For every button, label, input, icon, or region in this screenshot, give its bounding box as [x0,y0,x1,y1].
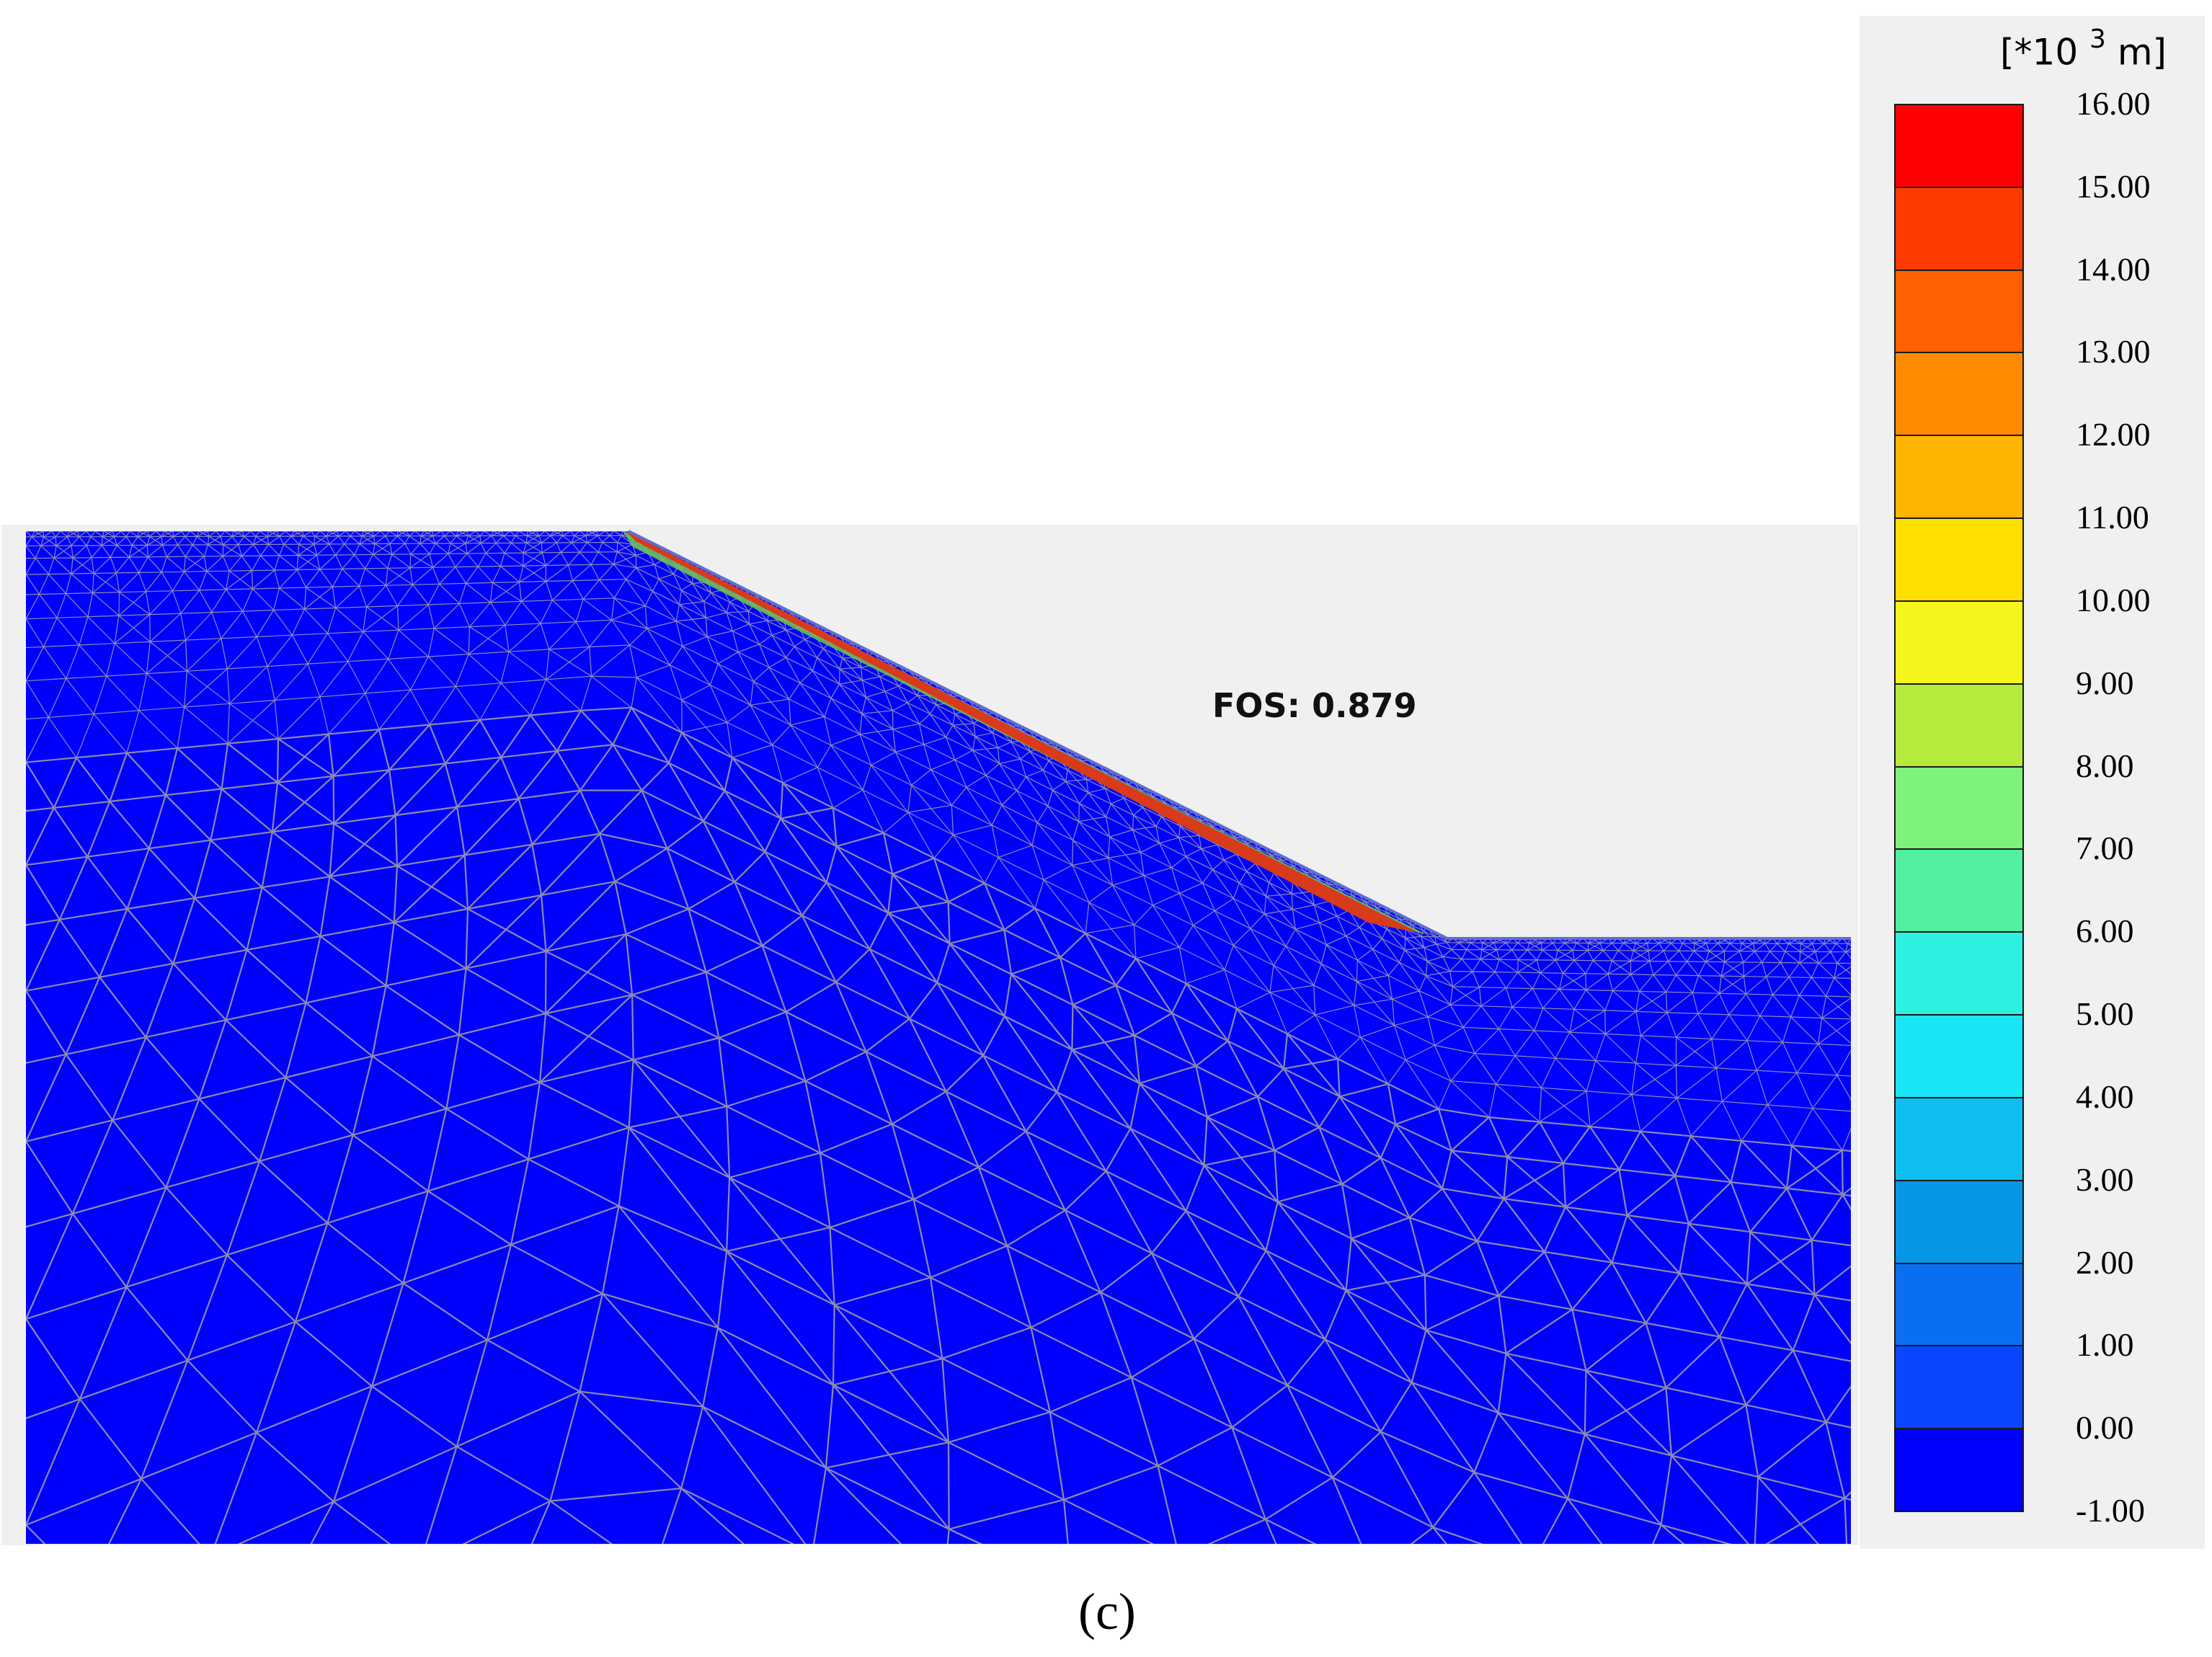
legend-tick-label: 7.00 [2076,830,2134,867]
legend-tick-label: 4.00 [2076,1078,2134,1115]
legend-tick-label: 10.00 [2076,581,2151,618]
legend-swatch [1894,1179,2024,1264]
legend-tick-label: 15.00 [2076,167,2151,205]
legend-unit-suffix: m] [2105,31,2167,74]
legend-swatch [1894,683,2024,768]
legend-swatch [1894,186,2024,271]
mesh-layer [1,525,1858,1545]
legend-swatch [1894,435,2024,520]
legend-swatch [1894,1014,2024,1098]
ground-surface-line [628,530,1851,940]
legend-swatch [1894,765,2024,850]
legend-unit-prefix: [*10 [2000,31,2079,74]
figure-caption: (c) [1078,1583,1136,1640]
color-scale-bar [1894,104,2024,1512]
legend-tick-label: 13.00 [2076,333,2151,370]
shear-band-core [626,531,1418,933]
legend-tick-label: 11.00 [2076,499,2149,536]
legend-tick-label: 5.00 [2076,995,2134,1033]
legend-tick-label: 16.00 [2076,85,2151,122]
model-viewport[interactable] [0,0,1860,1557]
legend-swatch [1894,1096,2024,1181]
legend-tick-label: 1.00 [2076,1326,2134,1364]
legend-swatch [1894,848,2024,933]
fe-mesh-plot [1,525,1858,1545]
legend-tick-label: 9.00 [2076,664,2134,701]
legend-unit-exponent: 3 [2089,25,2106,54]
legend-swatch [1894,600,2024,685]
legend-swatch [1894,1345,2024,1430]
legend-swatch [1894,104,2024,188]
legend-tick-label: 2.00 [2076,1243,2134,1281]
legend-unit: [*10 3 m] [2000,25,2167,74]
legend-swatch [1894,1262,2024,1347]
fos-label: FOS: 0.879 [1212,686,1417,725]
legend-tick-label: 3.00 [2076,1160,2134,1198]
legend-tick-label: 0.00 [2076,1409,2134,1447]
legend-swatch [1894,269,2024,354]
legend-swatch [1894,517,2024,602]
legend-tick-label: 14.00 [2076,250,2151,288]
legend-swatch [1894,1428,2024,1512]
legend-tick-label: 6.00 [2076,912,2134,950]
legend-swatch [1894,352,2024,437]
legend-tick-label: -1.00 [2076,1492,2145,1529]
legend-swatch [1894,931,2024,1016]
legend-tick-label: 12.00 [2076,416,2151,453]
legend-tick-label: 8.00 [2076,747,2134,784]
mesh-lines [26,531,1851,1544]
